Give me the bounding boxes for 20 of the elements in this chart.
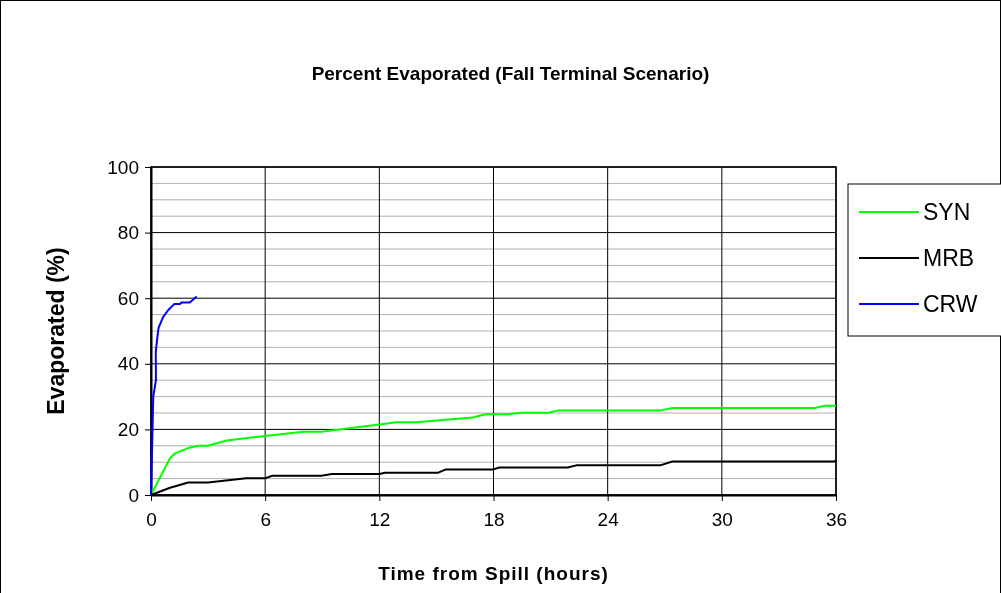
x-tick-label: 24 bbox=[597, 509, 620, 531]
y-tick-label: 60 bbox=[117, 287, 139, 309]
legend-label: MRB bbox=[923, 245, 975, 271]
x-tick-label: 6 bbox=[260, 509, 271, 531]
x-axis-title: Time from Spill (hours) bbox=[378, 563, 609, 584]
y-tick-label: 20 bbox=[117, 418, 139, 440]
y-tick-label: 100 bbox=[107, 156, 139, 178]
chart-title: Percent Evaporated (Fall Terminal Scenario) bbox=[311, 63, 710, 84]
x-tick-label: 36 bbox=[825, 509, 848, 531]
y-tick-label: 80 bbox=[117, 222, 139, 244]
y-tick-label: 40 bbox=[117, 353, 139, 375]
line-series bbox=[150, 295, 198, 496]
x-tick-label: 18 bbox=[483, 509, 505, 531]
legend-label: SYN bbox=[923, 199, 971, 225]
y-axis-title: Evaporated (%) bbox=[43, 247, 69, 415]
x-tick-label: 12 bbox=[369, 509, 391, 531]
x-tick-label: 30 bbox=[711, 509, 733, 531]
y-tick-label: 0 bbox=[128, 484, 139, 506]
x-tick-label: 0 bbox=[146, 509, 157, 531]
legend-label: CRW bbox=[923, 291, 978, 317]
